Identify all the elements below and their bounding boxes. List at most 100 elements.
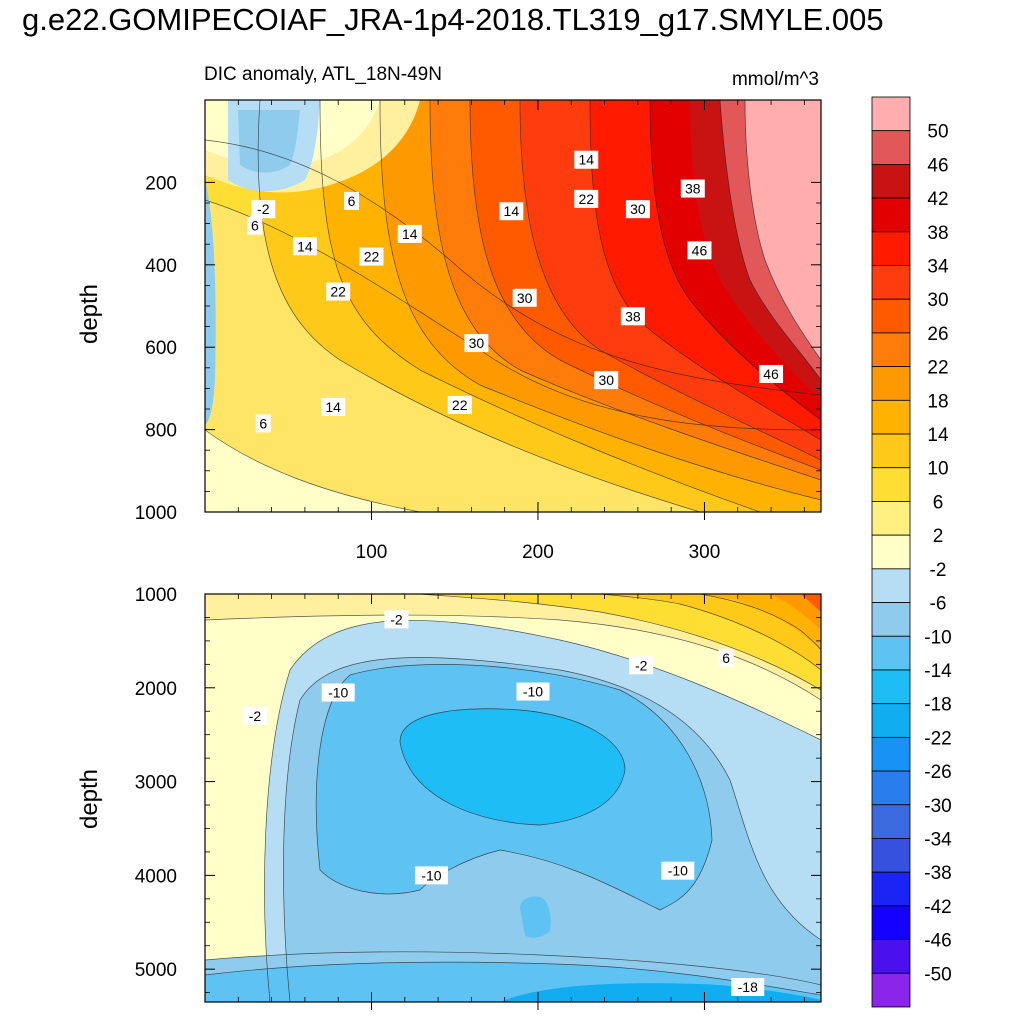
colorbar-level-label: -18 [924, 695, 951, 716]
colorbar-level-label: 6 [933, 492, 944, 513]
colorbar-swatch [871, 871, 911, 907]
contour-label-background [687, 241, 712, 260]
colorbar-level-label: 14 [927, 425, 949, 446]
lower-axis-ticks: 1000 2000 3000 4000 5000 [135, 585, 821, 1010]
x-tick-label: 200 [522, 542, 554, 563]
contour-label: 30 [464, 334, 489, 353]
contour-label: -10 [516, 682, 550, 701]
contour-label: 22 [574, 189, 599, 208]
contour-label-background [718, 648, 734, 667]
contour-label-background [594, 371, 619, 390]
contour-label-background [321, 397, 346, 416]
contour-label: 14 [397, 224, 422, 243]
colorbar-level-label: -50 [924, 964, 951, 985]
lower-plot-frame [204, 593, 822, 1003]
colorbar-swatch [871, 905, 911, 940]
colorbar-level-label: -30 [924, 796, 951, 817]
colorbar-level-label: 30 [927, 290, 948, 311]
contour-label-text: 14 [325, 399, 341, 415]
contour-label-background [447, 395, 472, 414]
colorbar-swatch [871, 197, 911, 233]
contour-label-background [661, 861, 695, 880]
contour-label: 30 [512, 288, 537, 307]
lower-panel-field [205, 594, 821, 1002]
contour-label-background [574, 189, 599, 208]
contour-label-text: 38 [625, 308, 641, 324]
colorbar-swatch [871, 736, 911, 772]
colorbar-swatch [871, 804, 911, 839]
contour-label-text: 14 [578, 152, 594, 168]
colorbar-level-label: -14 [924, 661, 952, 682]
colorbar-level-label: -2 [930, 560, 947, 581]
colorbar-swatch [871, 467, 911, 502]
colorbar-swatch [871, 568, 911, 603]
contour-label-background [344, 191, 360, 210]
colorbar-level-label: -10 [924, 627, 951, 648]
contour-label-text: 6 [251, 218, 259, 234]
contour-label-background [731, 977, 765, 996]
colorbar-level-label: -42 [924, 897, 951, 918]
colorbar-level-label: -34 [924, 829, 952, 850]
contour-label-text: 46 [763, 366, 779, 382]
contour-label-text: -10 [668, 863, 688, 879]
contour-label-background [326, 282, 351, 301]
contour-label-text: 30 [630, 201, 646, 217]
contour-label: 14 [292, 237, 317, 256]
contour-label-text: 6 [348, 193, 356, 209]
colorbar-level-label: 50 [927, 122, 948, 143]
contour-label: 38 [680, 179, 705, 198]
colorbar-level-label: -38 [924, 863, 951, 884]
upper-y-axis-label: depth [76, 283, 104, 345]
contour-label-text: 14 [402, 226, 418, 242]
y-tick-label: 600 [145, 338, 177, 359]
contour-label: -10 [321, 683, 355, 702]
colorbar-swatch [871, 703, 911, 738]
colorbar-level-label: 42 [927, 189, 948, 210]
colorbar-swatch [871, 939, 911, 974]
contour-label-background [499, 202, 524, 221]
y-tick-label: 1000 [135, 503, 177, 524]
contour-label-text: -10 [328, 684, 348, 700]
contour-label-background [516, 682, 550, 701]
contour-label: 6 [344, 191, 360, 210]
contour-label-text: 38 [685, 181, 701, 197]
contour-label-text: 30 [598, 372, 614, 388]
contour-label-background [414, 866, 448, 885]
contour-label-background [384, 610, 409, 629]
contour-label: 22 [326, 282, 351, 301]
contour-label-text: 22 [330, 284, 346, 300]
y-tick-label: 2000 [135, 679, 177, 700]
contour-label-background [512, 288, 537, 307]
colorbar: 50 46 42 38 34 30 26 22 18 14 10 6 2 -2 -6 -10 -14 -18 -22… [871, 96, 952, 1008]
contour-label: 46 [759, 364, 784, 383]
contour-label-background [397, 224, 422, 243]
colorbar-swatch [871, 534, 911, 570]
colorbar-level-label: 46 [927, 155, 948, 176]
colorbar-swatch [871, 96, 911, 132]
contour-label-background [680, 179, 705, 198]
contour-label: 30 [625, 200, 650, 219]
colorbar-swatch [871, 298, 911, 334]
contour-label-text: 22 [452, 397, 468, 413]
colorbar-swatch [871, 265, 911, 300]
colorbar-level-label: -26 [924, 762, 951, 783]
colorbar-swatch [871, 332, 911, 368]
colorbar-swatch [871, 635, 911, 671]
contour-label: 46 [687, 241, 712, 260]
contour-label: -2 [242, 706, 267, 725]
y-tick-label: 4000 [135, 866, 177, 887]
colorbar-level-label: 26 [927, 324, 948, 345]
contour-label-text: 30 [469, 335, 485, 351]
colorbar-swatch [871, 433, 911, 469]
colorbar-swatch [871, 399, 911, 435]
colorbar-level-label: 38 [927, 223, 948, 244]
contour-label-background [574, 150, 599, 169]
contour-label: -18 [731, 977, 765, 996]
contour-label-text: 6 [722, 650, 730, 666]
colorbar-level-label: 34 [927, 257, 949, 278]
colorbar-level-label: -46 [924, 931, 951, 952]
contour-label: -2 [384, 610, 409, 629]
colorbar-level-label: -6 [930, 594, 947, 615]
contour-label-text: 30 [517, 290, 533, 306]
